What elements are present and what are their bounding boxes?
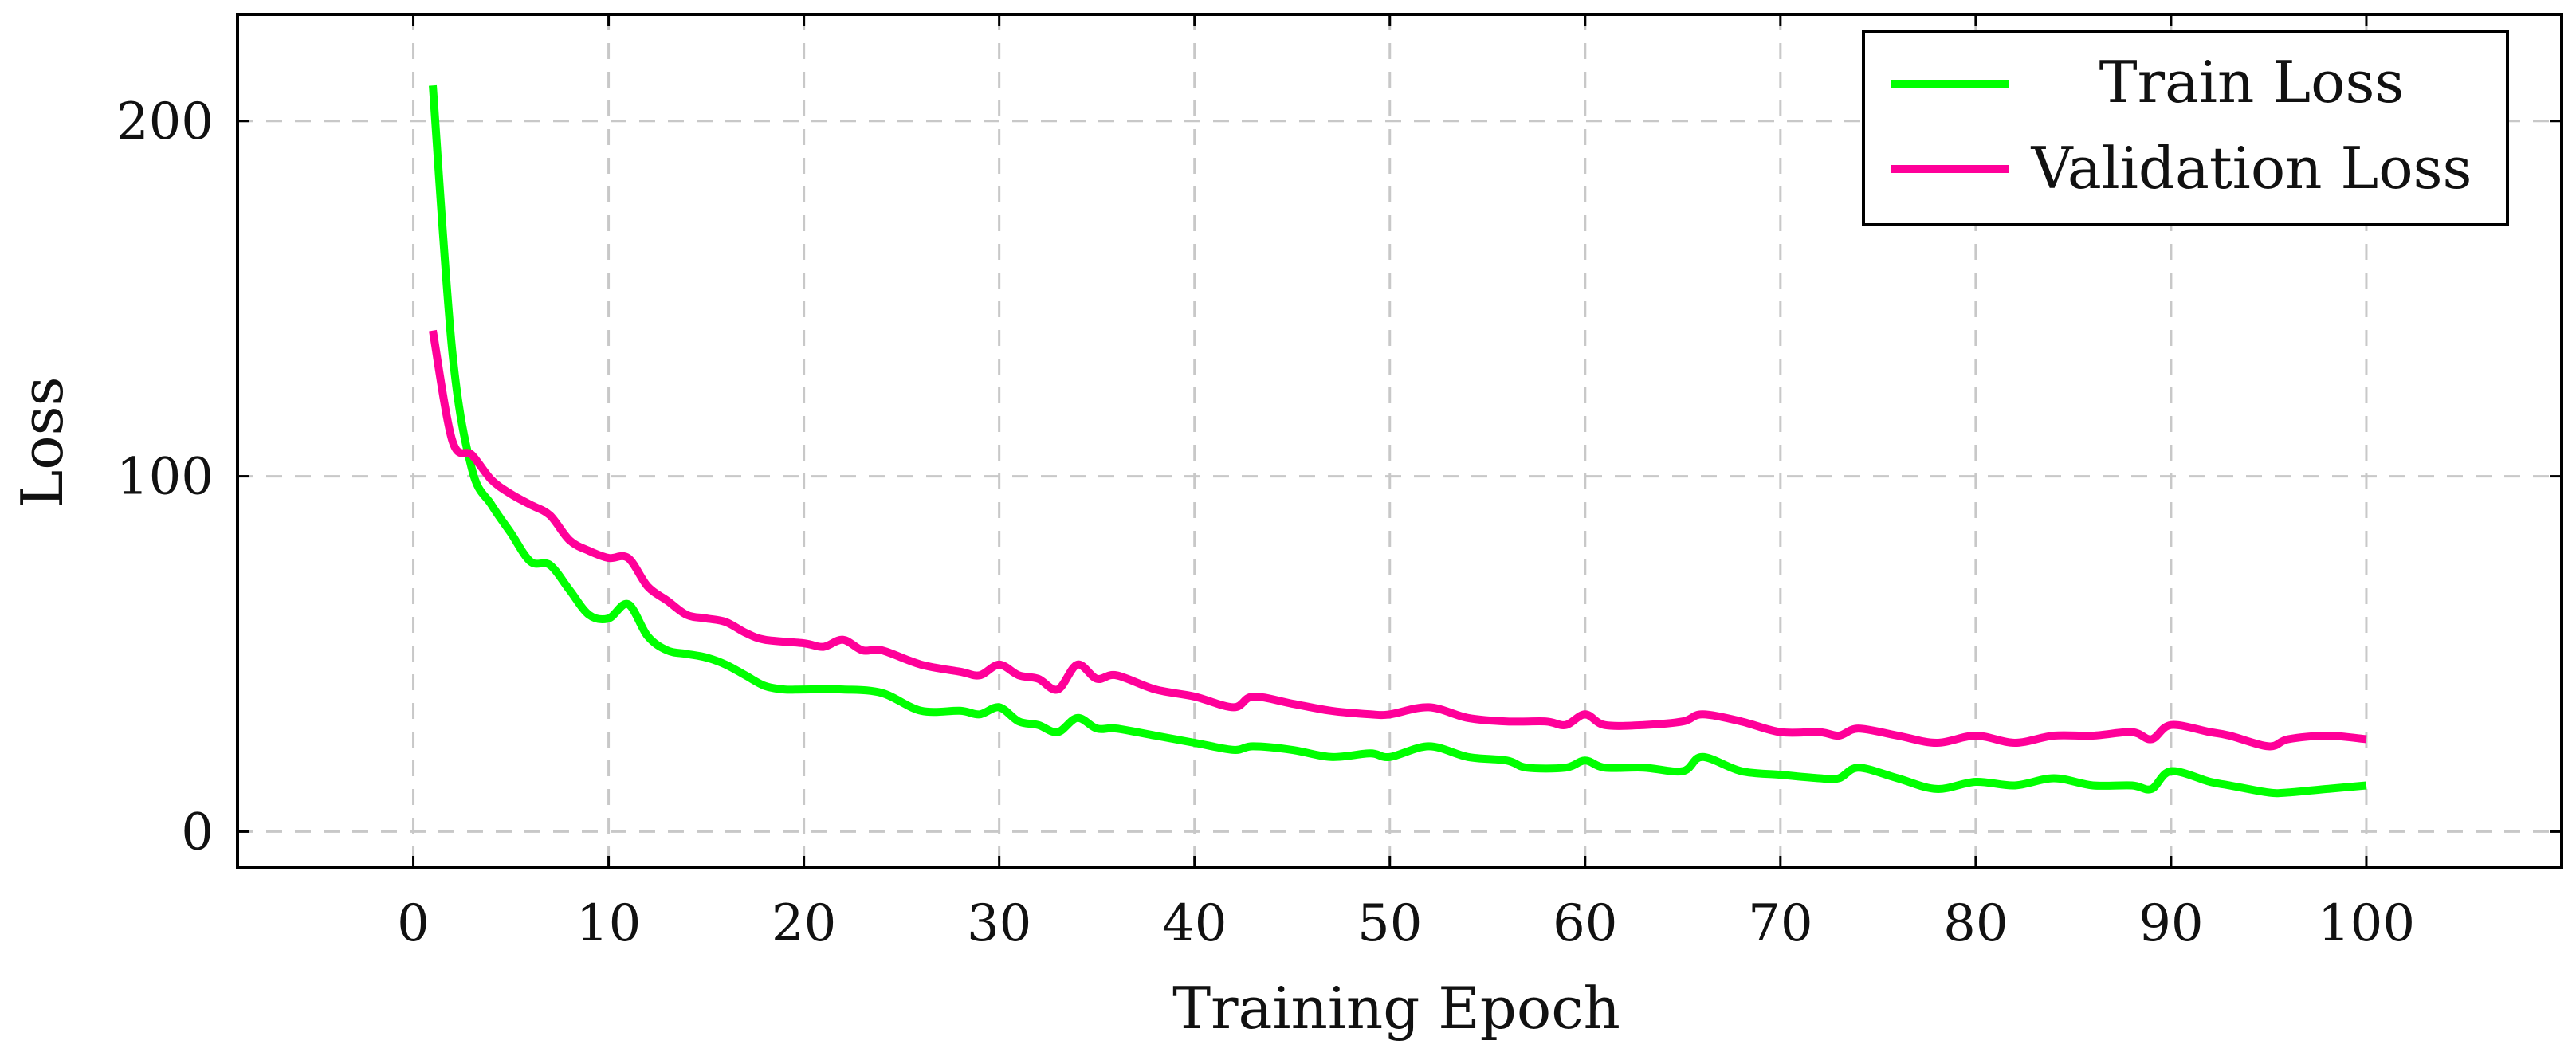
x-tick-label-100: 100 bbox=[2318, 894, 2415, 953]
y-tick-labels: 0 100 200 bbox=[116, 92, 214, 862]
x-tick-label-90: 90 bbox=[2138, 894, 2203, 953]
x-tick-label-40: 40 bbox=[1162, 894, 1227, 953]
legend-label-validation-loss: Validation Loss bbox=[2030, 135, 2472, 202]
x-tick-label-50: 50 bbox=[1357, 894, 1422, 953]
y-tick-label-100: 100 bbox=[116, 448, 214, 507]
legend-box bbox=[1862, 30, 2509, 226]
legend-label-train-loss: Train Loss bbox=[2099, 49, 2405, 116]
y-tick-label-200: 200 bbox=[116, 92, 214, 151]
x-tick-label-60: 60 bbox=[1553, 894, 1617, 953]
x-tick-label-10: 10 bbox=[576, 894, 641, 953]
legend: Train Loss Validation Loss bbox=[1862, 30, 2509, 226]
y-axis-title: Loss bbox=[9, 376, 76, 508]
series-line-validation-loss bbox=[429, 329, 2367, 751]
x-tick-labels: 0 10 20 30 40 50 60 70 80 90 100 bbox=[397, 894, 2415, 953]
series-lines bbox=[429, 84, 2367, 798]
x-tick-label-0: 0 bbox=[397, 894, 430, 953]
x-tick-label-20: 20 bbox=[772, 894, 836, 953]
tick-marks bbox=[238, 14, 2562, 867]
x-tick-label-80: 80 bbox=[1943, 894, 2008, 953]
x-axis-title: Training Epoch bbox=[1172, 975, 1620, 1042]
x-tick-label-30: 30 bbox=[967, 894, 1031, 953]
plot-frame bbox=[236, 13, 2563, 869]
y-tick-label-0: 0 bbox=[181, 803, 214, 862]
series-line-train-loss bbox=[429, 84, 2367, 798]
x-tick-label-70: 70 bbox=[1748, 894, 1812, 953]
